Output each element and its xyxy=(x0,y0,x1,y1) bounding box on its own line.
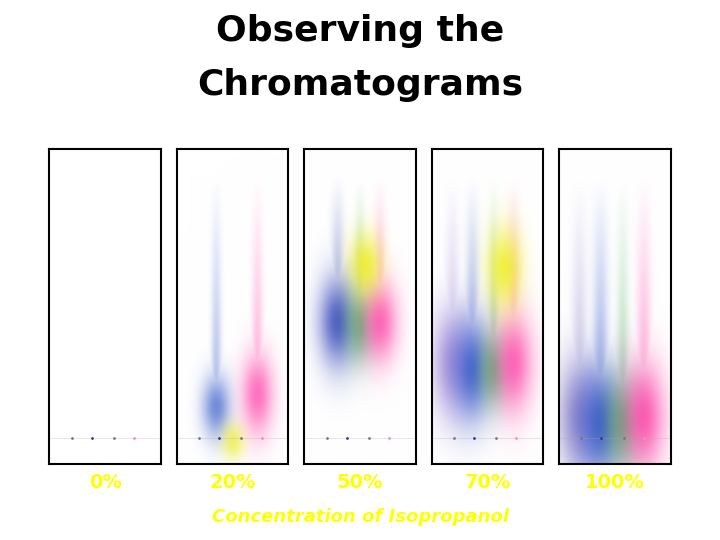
Text: 50%: 50% xyxy=(337,472,383,491)
Text: Chromatograms: Chromatograms xyxy=(197,68,523,102)
Text: 20%: 20% xyxy=(210,472,256,491)
Text: 70%: 70% xyxy=(464,472,510,491)
Text: 100%: 100% xyxy=(585,472,645,491)
Text: 0%: 0% xyxy=(89,472,122,491)
Text: Observing the: Observing the xyxy=(216,14,504,48)
Text: Concentration of Isopropanol: Concentration of Isopropanol xyxy=(212,509,508,526)
